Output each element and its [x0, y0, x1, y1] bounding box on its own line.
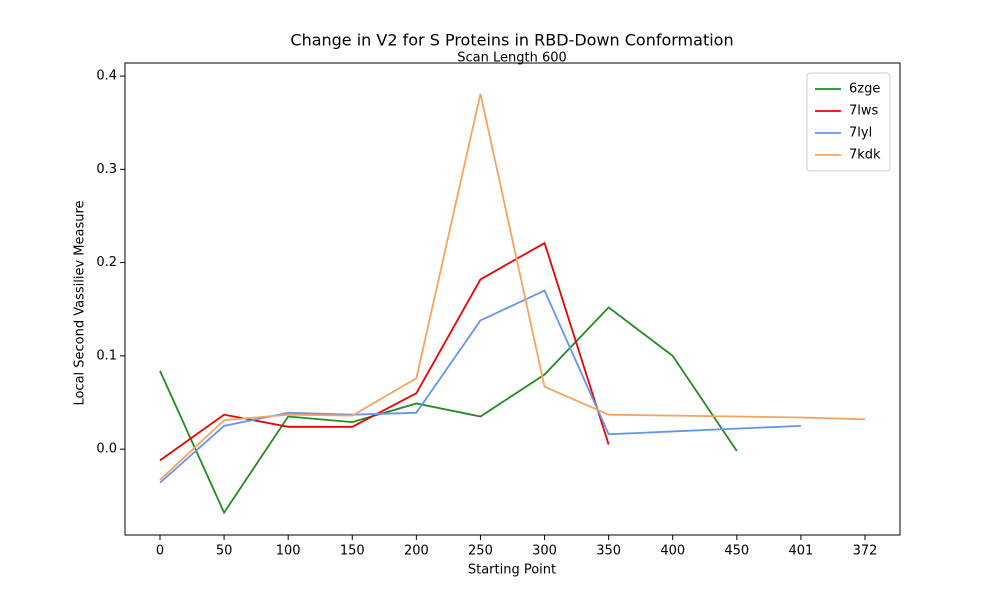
x-tick-label: 50: [216, 544, 233, 559]
plot-frame: [124, 62, 901, 536]
y-tick-label: 0.4: [96, 69, 117, 84]
x-tick-label: 401: [788, 544, 813, 559]
x-tick-label: 100: [276, 544, 301, 559]
y-tick-label: 0.0: [96, 442, 117, 457]
legend-label: 7lws: [849, 104, 879, 119]
x-tick-label: 400: [660, 544, 685, 559]
series-line: [159, 241, 610, 462]
series-line: [159, 306, 738, 515]
y-tick-label: 0.2: [96, 255, 117, 270]
x-tick-label: 200: [404, 544, 429, 559]
x-axis-label: Starting Point: [468, 563, 556, 578]
x-tick-label: 450: [724, 544, 749, 559]
x-tick-label: 372: [853, 544, 878, 559]
chart-subtitle: Scan Length 600: [457, 51, 567, 66]
x-tick-label: 350: [596, 544, 621, 559]
legend-label: 7lyl: [849, 126, 872, 141]
y-tick-label: 0.3: [96, 162, 117, 177]
legend: 6zge 7lws 7lyl 7kdk: [806, 72, 891, 172]
x-tick-label: 150: [340, 544, 365, 559]
x-tick-label: 0: [156, 544, 164, 559]
y-axis-label: Local Second Vassiliev Measure: [73, 200, 88, 405]
chart-title: Change in V2 for S Proteins in RBD-Down …: [290, 31, 733, 50]
legend-box: [806, 72, 891, 172]
x-tick-label: 300: [532, 544, 557, 559]
x-tick-label: 250: [468, 544, 493, 559]
series-line: [159, 93, 866, 481]
y-tick-label: 0.1: [96, 348, 117, 363]
legend-label: 6zge: [849, 82, 880, 97]
legend-label: 7kdk: [849, 148, 881, 163]
